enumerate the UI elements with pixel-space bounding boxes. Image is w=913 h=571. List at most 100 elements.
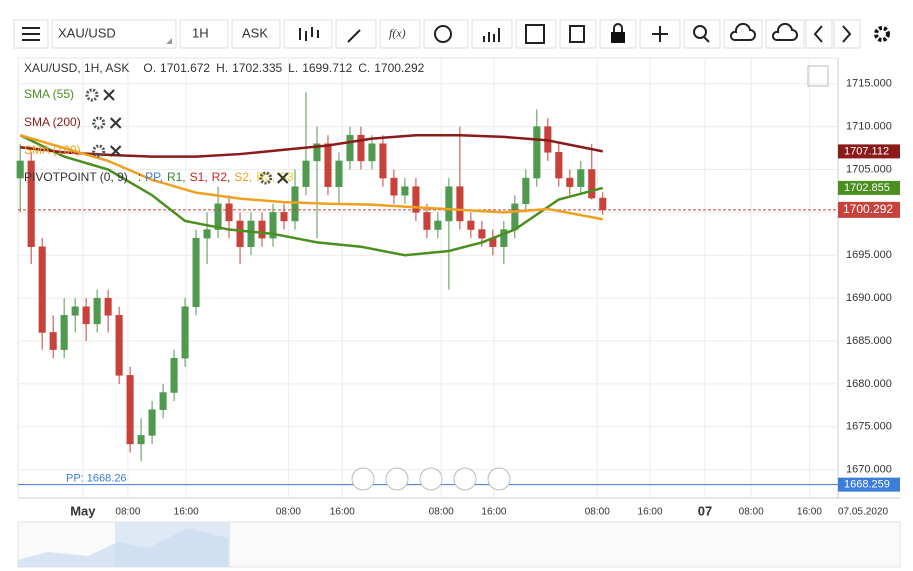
pivot-item: R1,: [167, 170, 186, 184]
y-tick-label: 1715.000: [846, 78, 892, 90]
pivot-item: S1,: [190, 170, 208, 184]
x-tick-label: 07: [698, 503, 712, 518]
settings-icon[interactable]: [92, 144, 106, 158]
y-tick-label: 1710.000: [846, 121, 892, 133]
price-tag-label: 1707.112: [844, 145, 889, 157]
candle-body: [434, 220, 442, 230]
candle-body: [346, 134, 354, 162]
candle-body: [445, 186, 453, 222]
menu-button[interactable]: [13, 19, 49, 49]
svg-text:f(x): f(x): [389, 26, 406, 40]
settings-icon[interactable]: [85, 88, 99, 102]
y-tick-label: 1695.000: [846, 249, 892, 261]
remove-icon[interactable]: [103, 89, 115, 101]
candle-body: [181, 306, 189, 359]
pivot-name: PIVOTPOINT (0, 9): [24, 170, 128, 184]
symbol-select[interactable]: XAU/USD: [51, 19, 177, 49]
candle-body: [104, 297, 112, 316]
ohlc-label: H.: [216, 61, 228, 75]
pivot-separator: :: [138, 170, 141, 184]
price-type: ASK: [242, 25, 268, 40]
y-tick-label: 1685.000: [846, 335, 892, 347]
price-type-select[interactable]: ASK: [231, 19, 281, 49]
legend-entry: SMA (200): [24, 115, 81, 129]
candle-body: [467, 220, 475, 230]
candle-body: [412, 186, 420, 213]
candle-body: [555, 152, 563, 179]
ohlc-value: 1699.712: [302, 61, 352, 75]
price-tag-label: 1700.292: [843, 202, 893, 216]
x-tick-label: 08:00: [739, 507, 764, 518]
chart-header: XAU/USD, 1H, ASK O. 1701.672 H. 1702.335 L. 16…: [24, 61, 425, 75]
x-tick-label: 16:00: [174, 507, 199, 518]
candle-body: [82, 306, 90, 325]
candle-body: [478, 229, 486, 239]
candle-body: [390, 177, 398, 196]
y-tick-label: 1670.000: [846, 464, 892, 476]
candle-body: [566, 177, 574, 187]
candle-body: [368, 143, 376, 162]
candle-body: [401, 186, 409, 196]
candle-body: [38, 246, 46, 333]
maximize-button[interactable]: [807, 65, 829, 87]
price-tag: [838, 201, 900, 218]
candle-body: [115, 315, 123, 376]
candle-body: [599, 197, 607, 211]
timeframe-select[interactable]: 1H: [179, 19, 229, 49]
candle-body: [236, 220, 244, 247]
legend-entry: PIVOTPOINT (0, 9): PP, R1, S1, R2, S2, R3, S3: [24, 170, 294, 184]
legend-entry: SMA (55): [24, 87, 74, 101]
settings-icon[interactable]: [259, 171, 273, 185]
x-tick-label: 08:00: [115, 507, 140, 518]
price-tag: [838, 477, 900, 492]
x-tick-label: May: [70, 503, 96, 518]
x-tick-label: 16:00: [797, 507, 822, 518]
x-tick-label: 16:00: [330, 507, 355, 518]
remove-icon[interactable]: [109, 145, 122, 157]
candle-body: [16, 160, 24, 179]
pivot-item: R2,: [212, 170, 231, 184]
nav-buttons[interactable]: [351, 467, 511, 491]
sma-line: [19, 134, 604, 257]
candle-body: [214, 203, 222, 230]
pivot-item: PP,: [145, 170, 163, 184]
x-tick-label: 08:00: [429, 507, 454, 518]
sma-line: [20, 133, 604, 158]
candle-body: [280, 212, 288, 222]
remove-icon[interactable]: [109, 117, 122, 129]
candle-body: [269, 212, 277, 239]
symbol: XAU/USD: [58, 25, 116, 40]
toolbar-icons[interactable]: f(x): [283, 19, 890, 49]
candle-body: [225, 203, 233, 222]
legend-entry: SMA (100): [24, 143, 81, 157]
candle-body: [159, 392, 167, 410]
x-tick-label: 08:00: [585, 507, 610, 518]
candle-body: [60, 315, 68, 350]
price-tag: [838, 180, 900, 195]
candle-body: [302, 160, 310, 187]
date-label: 07.05.2020: [838, 507, 888, 518]
navigator-area: [18, 528, 228, 567]
y-tick-label: 1675.000: [846, 421, 892, 433]
candle-body: [577, 169, 585, 187]
candle-body: [247, 220, 255, 247]
candle-body: [511, 203, 519, 230]
y-tick-label: 1690.000: [846, 292, 892, 304]
candle-body: [335, 160, 343, 187]
candle-body: [93, 297, 101, 325]
ohlc-label: L.: [288, 61, 298, 75]
candle-body: [313, 143, 321, 162]
price-tag: [838, 144, 900, 159]
candle-body: [71, 306, 79, 316]
pivot-label: PP: 1668.26: [66, 473, 127, 485]
candle-body: [27, 160, 35, 247]
price-tag-label: 1702.855: [844, 182, 890, 194]
x-tick-label: 16:00: [481, 507, 506, 518]
candle-body: [258, 220, 266, 239]
ohlc-label: O.: [143, 61, 156, 75]
candle-body: [170, 357, 178, 393]
settings-icon[interactable]: [92, 116, 106, 130]
price-tag-label: 1668.259: [844, 479, 890, 491]
remove-icon[interactable]: [277, 172, 289, 184]
